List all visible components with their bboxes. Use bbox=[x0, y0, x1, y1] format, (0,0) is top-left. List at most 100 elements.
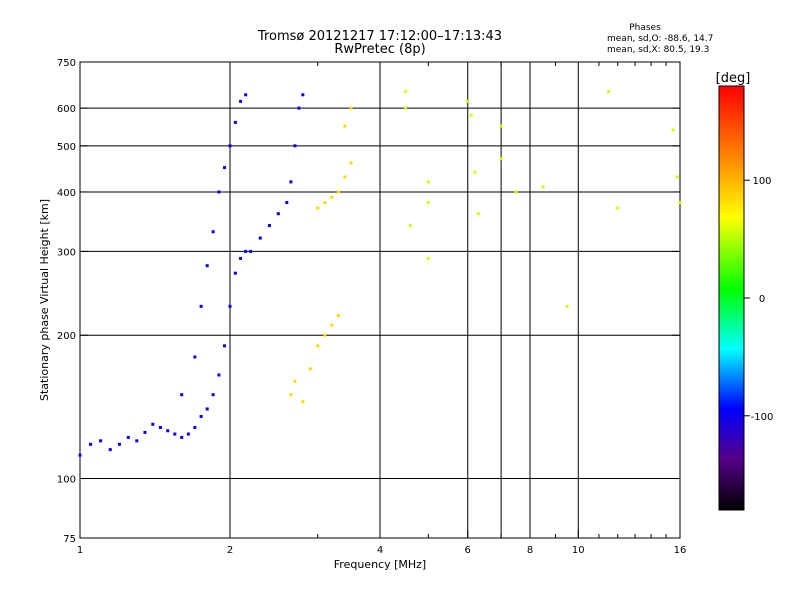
data-point bbox=[228, 304, 232, 308]
data-point bbox=[671, 128, 675, 132]
y-tick-label: 300 bbox=[57, 247, 76, 258]
data-point bbox=[678, 201, 682, 205]
data-point bbox=[349, 161, 353, 165]
y-tick-label: 600 bbox=[57, 104, 76, 115]
data-point bbox=[211, 230, 215, 234]
data-point bbox=[205, 407, 209, 411]
data-point bbox=[244, 249, 248, 253]
data-point bbox=[211, 393, 215, 397]
data-point bbox=[349, 106, 353, 110]
stats-line-x: mean, sd,X: 80.5, 19.3 bbox=[607, 45, 709, 55]
data-point bbox=[89, 442, 93, 446]
data-point bbox=[135, 439, 139, 443]
chart-title: Tromsø 20121217 17:12:00–17:13:43 bbox=[257, 29, 502, 44]
data-point bbox=[308, 367, 312, 371]
colorbar-tick-label: 0 bbox=[759, 294, 765, 305]
y-tick-label: 500 bbox=[57, 142, 76, 153]
x-tick-label: 8 bbox=[527, 545, 533, 556]
stats-heading: Phases bbox=[629, 23, 661, 33]
data-point bbox=[180, 435, 184, 439]
y-tick-label: 200 bbox=[57, 331, 76, 342]
data-point bbox=[403, 106, 407, 110]
x-tick-label: 2 bbox=[227, 545, 233, 556]
data-points bbox=[78, 90, 682, 457]
data-point bbox=[408, 224, 412, 228]
data-point bbox=[426, 180, 430, 184]
y-tick-label: 100 bbox=[57, 475, 76, 486]
data-point bbox=[126, 435, 130, 439]
x-tick-label: 6 bbox=[465, 545, 471, 556]
stats-line-o: mean, sd,O: -88.6, 14.7 bbox=[607, 34, 713, 44]
data-point bbox=[244, 93, 248, 97]
axis-ticks bbox=[79, 61, 681, 539]
data-point bbox=[199, 304, 203, 308]
data-point bbox=[199, 414, 203, 418]
data-point bbox=[233, 120, 237, 124]
data-point bbox=[233, 271, 237, 275]
data-point bbox=[249, 249, 253, 253]
data-point bbox=[565, 304, 569, 308]
data-point bbox=[499, 157, 503, 161]
x-axis-label: Frequency [MHz] bbox=[334, 558, 426, 571]
data-point bbox=[239, 99, 243, 103]
data-point bbox=[330, 323, 334, 327]
data-point bbox=[293, 144, 297, 148]
data-point bbox=[217, 373, 221, 377]
data-point bbox=[205, 264, 209, 268]
data-point bbox=[166, 429, 170, 433]
data-point bbox=[143, 430, 147, 434]
data-point bbox=[301, 93, 305, 97]
data-point bbox=[336, 314, 340, 318]
data-point bbox=[258, 236, 262, 240]
data-point bbox=[336, 190, 340, 194]
data-point bbox=[323, 333, 327, 337]
data-point bbox=[117, 442, 121, 446]
data-point bbox=[426, 201, 430, 205]
data-point bbox=[108, 448, 112, 452]
data-point bbox=[173, 432, 177, 436]
data-point bbox=[541, 185, 545, 189]
colorbar-tick-label: -100 bbox=[751, 412, 774, 423]
data-point bbox=[267, 224, 271, 228]
y-tick-labels: 75 100 200 300 400 500 600 750 bbox=[57, 58, 76, 545]
data-point bbox=[499, 124, 503, 128]
data-point bbox=[293, 379, 297, 383]
data-point bbox=[616, 206, 620, 210]
x-tick-labels: 1 2 4 6 8 10 16 bbox=[77, 545, 687, 556]
data-point bbox=[228, 144, 232, 148]
data-point bbox=[675, 175, 679, 179]
x-tick-label: 16 bbox=[674, 545, 687, 556]
data-point bbox=[186, 432, 190, 436]
data-point bbox=[316, 206, 320, 210]
data-point bbox=[469, 113, 473, 117]
y-tick-label: 75 bbox=[63, 534, 76, 545]
colorbar bbox=[718, 85, 745, 511]
data-point bbox=[473, 170, 477, 174]
data-point bbox=[343, 124, 347, 128]
data-point bbox=[239, 256, 243, 260]
data-point bbox=[289, 180, 293, 184]
y-tick-label: 750 bbox=[57, 58, 76, 69]
chart-subtitle: RwPretec (8p) bbox=[334, 42, 425, 57]
data-point bbox=[476, 212, 480, 216]
data-point bbox=[276, 212, 280, 216]
data-point bbox=[78, 453, 82, 457]
y-axis-label: Stationary phase Virtual Height [km] bbox=[38, 199, 51, 401]
data-point bbox=[514, 190, 518, 194]
data-point bbox=[403, 90, 407, 94]
data-point bbox=[466, 99, 470, 103]
data-point bbox=[330, 195, 334, 199]
data-point bbox=[217, 190, 221, 194]
x-tick-label: 4 bbox=[377, 545, 383, 556]
grid-lines bbox=[80, 62, 680, 538]
data-point bbox=[151, 422, 155, 426]
data-point bbox=[158, 425, 162, 429]
data-point bbox=[285, 201, 289, 205]
colorbar-ticks: 100 0 -100 bbox=[744, 176, 773, 423]
x-tick-label: 1 bbox=[77, 545, 83, 556]
data-point bbox=[289, 393, 293, 397]
data-point bbox=[223, 166, 227, 170]
y-tick-label: 400 bbox=[57, 188, 76, 199]
data-point bbox=[323, 201, 327, 205]
